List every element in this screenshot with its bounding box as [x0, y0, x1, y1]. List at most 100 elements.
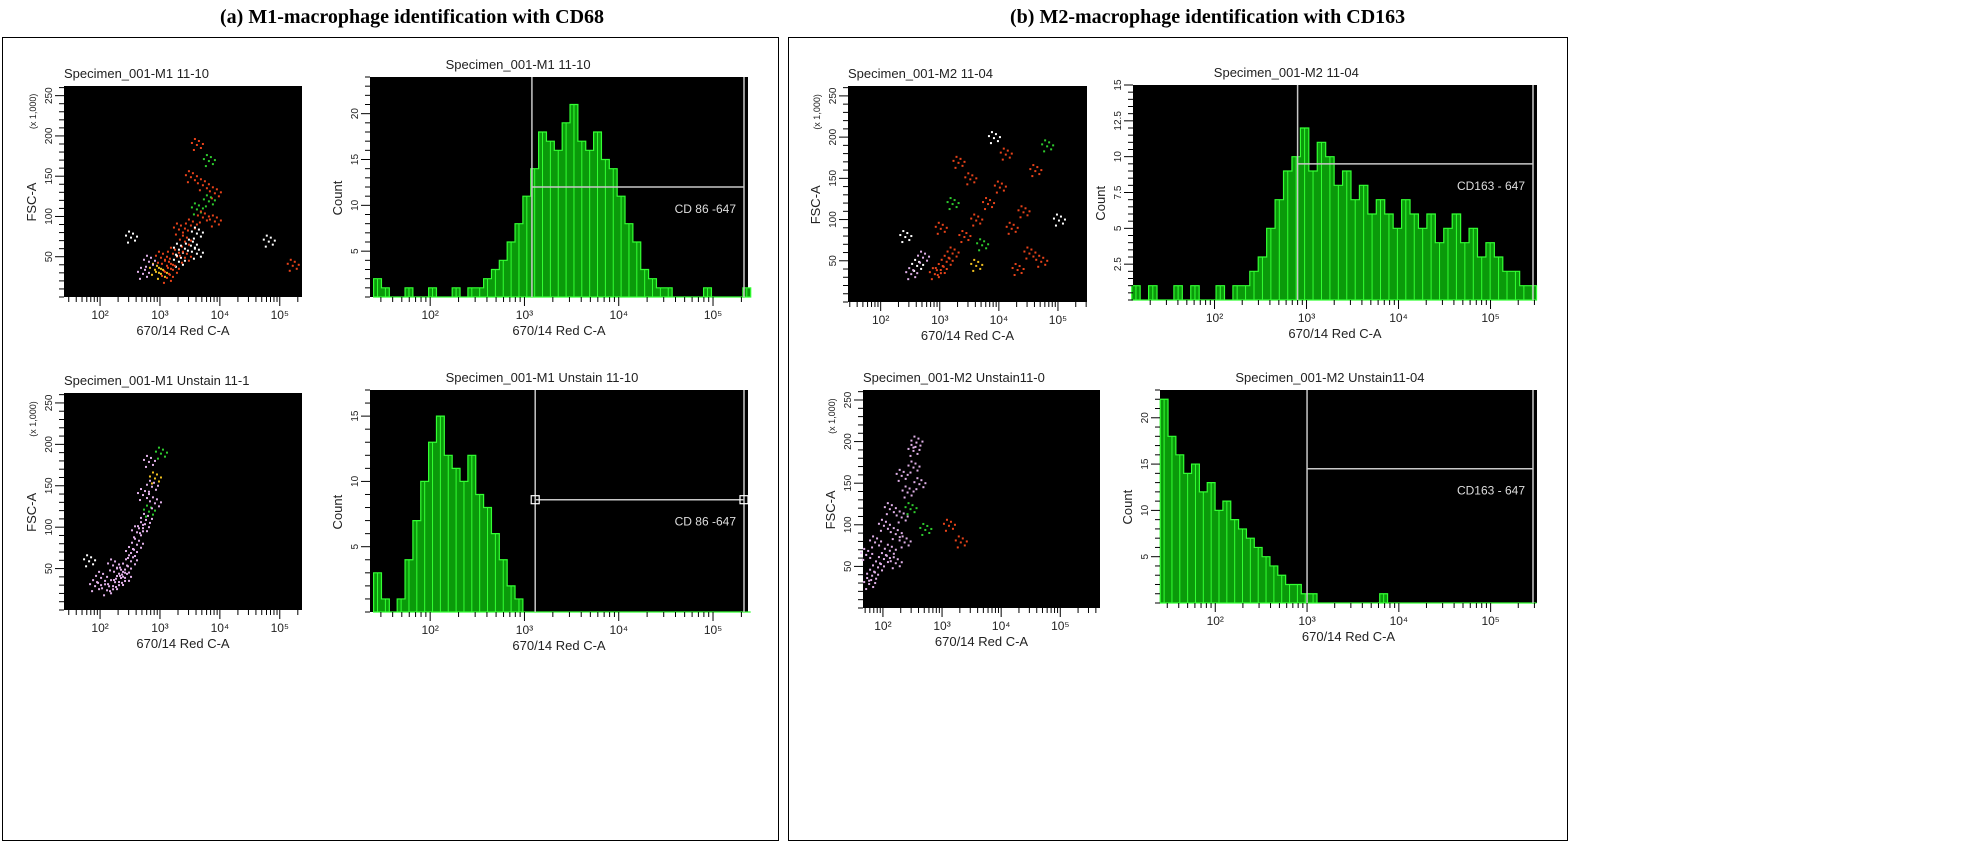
scatter-point [992, 137, 995, 140]
scatter-point [976, 242, 979, 245]
scatter-point [189, 239, 192, 242]
scatter-point [914, 445, 917, 448]
scatter-point [157, 505, 160, 508]
y-axis-label: Count [1093, 186, 1108, 221]
scatter-point [156, 261, 159, 264]
scatter-point [885, 554, 888, 557]
scatter-point [1010, 227, 1013, 230]
x-axis-label: 670/14 Red C-A [1302, 629, 1396, 644]
scatter-point [933, 273, 936, 276]
scatter-point [1041, 143, 1044, 146]
scatter-point [131, 529, 134, 532]
scatter-point [96, 581, 99, 584]
scatter-point [963, 160, 966, 163]
scatter-point [1050, 148, 1053, 151]
x-tick-label: 10² [874, 619, 891, 633]
scatter-point [203, 212, 206, 215]
scatter-point [1004, 153, 1007, 156]
scatter-point [183, 259, 186, 262]
scatter-point [943, 272, 946, 275]
gate-handle[interactable] [739, 495, 749, 505]
scatter-point [90, 556, 93, 559]
y-tick-label: 50 [44, 563, 55, 575]
scatter-point [897, 521, 900, 524]
histogram-plot-2: Specimen_001-M1 11-10 CD 86 -647 10² 10³ 10⁴… [322, 55, 754, 348]
scatter-point [124, 571, 127, 574]
scatter-point [1028, 252, 1031, 255]
scatter-point [907, 464, 910, 467]
gate-handle[interactable] [530, 495, 540, 505]
scatter-point [945, 518, 948, 521]
scatter-point [1018, 265, 1021, 268]
scatter-point [109, 590, 112, 593]
scatter-point [114, 581, 117, 584]
scatter-point [1001, 158, 1004, 161]
scatter-point [177, 251, 180, 254]
scatter-point [150, 485, 153, 488]
scatter-plot-5: Specimen_001-M2 11-04 10² 10³ 10⁴ 10⁵ 670/14 … [800, 64, 1093, 353]
y-tick-label: 5 [350, 248, 361, 254]
scatter-point [920, 267, 923, 270]
scatter-point [205, 219, 208, 222]
scatter-point [941, 223, 944, 226]
scatter-point [1038, 173, 1041, 176]
scatter-point [961, 537, 964, 540]
scatter-point [1052, 144, 1055, 147]
scatter-point [953, 199, 956, 202]
scatter-point [121, 573, 124, 576]
scatter-point [151, 513, 154, 516]
scatter-point [905, 537, 908, 540]
scatter-point [889, 560, 892, 563]
scatter-point [142, 542, 145, 545]
scatter-point [190, 141, 193, 144]
scatter-point [145, 254, 148, 257]
scatter-point [868, 579, 871, 582]
histogram-bars [373, 103, 752, 298]
scatter-point [945, 260, 948, 263]
scatter-point [878, 544, 881, 547]
scatter-point [889, 531, 892, 534]
scatter-point [1052, 217, 1055, 220]
scatter-point [180, 261, 183, 264]
scatter-point [190, 206, 193, 209]
scatter-point [906, 232, 909, 235]
scatter-point [187, 218, 190, 221]
scatter-point [150, 517, 153, 520]
scatter-point [118, 584, 121, 587]
scatter-point [159, 501, 162, 504]
scatter-point [132, 232, 135, 235]
scatter-point [892, 527, 895, 530]
panel-b-title: (b) M2-macrophage identification with CD… [1010, 6, 1406, 28]
scatter-point [175, 222, 178, 225]
scatter-point [163, 259, 166, 262]
scatter-point [867, 549, 870, 552]
scatter-point [264, 245, 267, 248]
scatter-point [872, 535, 875, 538]
scatter-point [949, 246, 952, 249]
scatter-point [94, 559, 97, 562]
scatter-point [197, 204, 200, 207]
scatter-point [877, 522, 880, 525]
scatter-point [189, 255, 192, 258]
scatter-point [860, 551, 863, 554]
scatter-point [1032, 255, 1035, 258]
scatter-point [907, 447, 910, 450]
scatter-point [104, 583, 107, 586]
scatter-point [130, 575, 133, 578]
x-tick-label: 10² [91, 621, 108, 635]
scatter-point [195, 252, 198, 255]
scatter-point [1006, 149, 1009, 152]
x-tick-label: 10⁴ [1390, 614, 1409, 628]
scatter-point [210, 225, 213, 228]
histogram-bars [1159, 398, 1537, 604]
scatter-point [201, 251, 204, 254]
scatter-point [985, 247, 988, 250]
scatter-point [147, 526, 150, 529]
scatter-point [104, 579, 107, 582]
scatter-point [914, 462, 917, 465]
y-axis-unit: (x 1,000) [812, 94, 822, 130]
scatter-plot-7: Specimen_001-M2 Unstain11-0 10² 10³ 10⁴ 10⁵ 6… [815, 368, 1106, 659]
scatter-point [882, 558, 885, 561]
scatter-point [98, 588, 101, 591]
scatter-point [92, 563, 95, 566]
